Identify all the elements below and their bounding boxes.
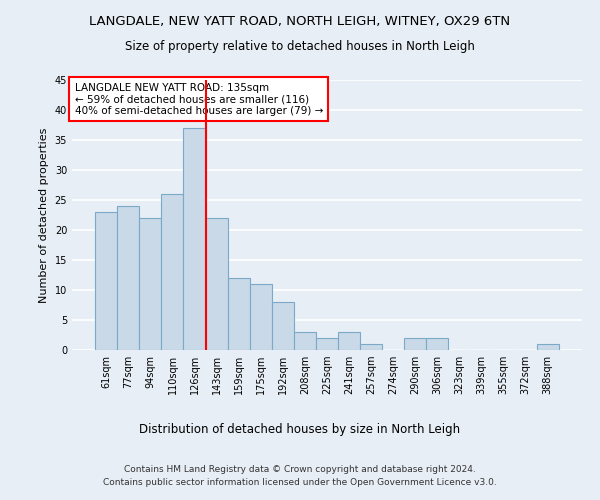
Bar [316,338,338,350]
Bar [139,218,161,350]
Bar [427,338,448,350]
Text: Size of property relative to detached houses in North Leigh: Size of property relative to detached ho… [125,40,475,53]
Bar [537,344,559,350]
Bar [117,206,139,350]
Bar [206,218,227,350]
Text: Contains HM Land Registry data © Crown copyright and database right 2024.
Contai: Contains HM Land Registry data © Crown c… [103,465,497,487]
Bar [250,284,272,350]
Bar [404,338,427,350]
Bar [294,332,316,350]
Bar [184,128,206,350]
Text: LANGDALE, NEW YATT ROAD, NORTH LEIGH, WITNEY, OX29 6TN: LANGDALE, NEW YATT ROAD, NORTH LEIGH, WI… [89,15,511,28]
Bar [360,344,382,350]
Y-axis label: Number of detached properties: Number of detached properties [39,128,49,302]
Bar [95,212,117,350]
Bar [161,194,184,350]
Text: LANGDALE NEW YATT ROAD: 135sqm
← 59% of detached houses are smaller (116)
40% of: LANGDALE NEW YATT ROAD: 135sqm ← 59% of … [74,82,323,116]
Text: Distribution of detached houses by size in North Leigh: Distribution of detached houses by size … [139,422,461,436]
Bar [227,278,250,350]
Bar [272,302,294,350]
Bar [338,332,360,350]
